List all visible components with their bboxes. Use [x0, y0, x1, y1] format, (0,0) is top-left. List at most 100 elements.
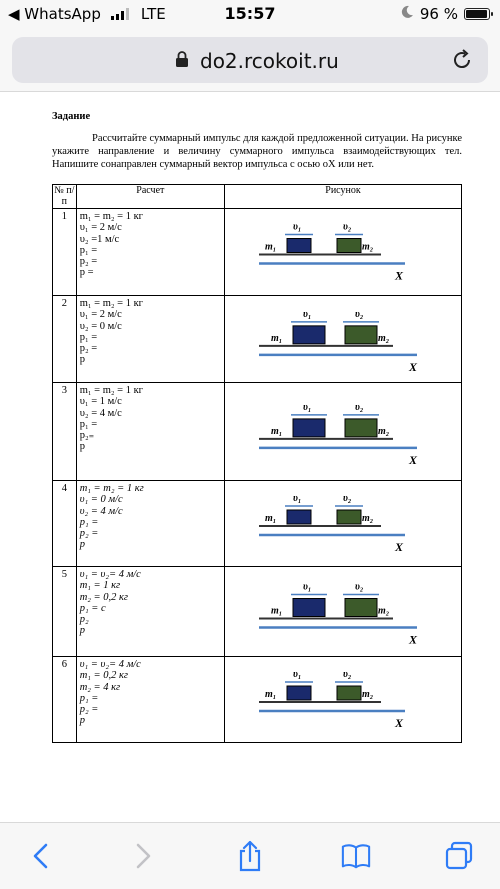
back-to-app-link[interactable]: ◀ WhatsApp: [8, 5, 101, 23]
x-axis-label: X: [408, 633, 418, 647]
forward-button[interactable]: [128, 841, 158, 871]
table-row: 1 m₁ = m₂ = 1 кг υ₁ = 2 м/с υ₂ =1 м/с p₁ = p₂…: [52, 208, 463, 296]
mass1-label: m₁: [271, 333, 282, 344]
mass2-label: m₂: [378, 426, 389, 437]
calc-line: p₂ =: [79, 528, 99, 540]
calc-line: m₁ = m₂ = 1 кг: [79, 385, 143, 396]
calc-line: υ₁ = υ₂= 4 м/с: [79, 659, 141, 670]
calc-line: υ₂ = 4 м/с: [79, 407, 122, 419]
velocity2-label: υ₂: [343, 493, 351, 504]
lock-icon: [175, 51, 189, 73]
block-m1: [292, 325, 326, 345]
x-axis-label: X: [408, 360, 418, 374]
calc-line: m₂ = 0,2 кг: [79, 591, 129, 603]
calc-line: p₁ =: [79, 516, 99, 528]
tabs-button[interactable]: [444, 841, 474, 871]
battery-percent: 96 %: [419, 5, 458, 23]
mass2-label: m₂: [362, 689, 373, 700]
x-axis-label: X: [408, 453, 418, 467]
share-button[interactable]: [235, 840, 265, 872]
block-m1: [286, 509, 312, 525]
calc-line: p₂ =: [79, 256, 98, 268]
calc-line: m₁ = m₂ = 1 кг: [79, 211, 143, 222]
clock: 15:57: [224, 4, 276, 23]
row-number: 1: [52, 208, 77, 296]
calc-line: m₁ = 0,2 кг: [79, 670, 129, 682]
task-table: № п/п Расчет Рисунок 1 m₁ = m₂ = 1 кг υ₁ =…: [52, 184, 463, 743]
status-bar: ◀ WhatsApp LTE 15:57 96 %: [0, 0, 500, 30]
calc-line: υ₁ = 0 м/с: [79, 494, 123, 506]
calc-line: p₂ =: [79, 704, 99, 716]
row-number: 4: [52, 480, 77, 567]
block-m2: [344, 418, 378, 438]
calc-line: υ₁ = 2 м/с: [79, 222, 122, 234]
book-icon: [341, 844, 371, 869]
calc-line: p: [79, 715, 85, 727]
calc-cell: m₁ = m₂ = 1 кг υ₁ = 2 м/с υ₂ =1 м/с p₁ = p₂ …: [75, 208, 225, 296]
mass1-label: m₁: [265, 689, 276, 700]
block-m2: [336, 685, 362, 701]
collision-figure: Xm₁ m₂ υ₁ υ₂: [258, 402, 418, 467]
calc-cell: m₁ = m₂ = 1 кг υ₁ = 2 м/с υ₂ = 0 м/с p₁ = p₂…: [75, 295, 225, 383]
calc-line: υ₁ = 2 м/с: [79, 309, 122, 321]
mass1-label: m₁: [271, 606, 282, 617]
back-button[interactable]: [26, 841, 56, 871]
address-bar[interactable]: do2.rcokoit.ru: [12, 37, 488, 83]
calc-line: υ₁ = 1 м/с: [79, 396, 122, 408]
chevron-right-icon: [136, 843, 151, 869]
velocity1-label: υ₁: [303, 309, 311, 320]
velocity1-label: υ₁: [293, 493, 301, 504]
calc-line: p₁ =: [79, 418, 98, 430]
bookmarks-button[interactable]: [341, 841, 371, 871]
mass1-label: m₁: [271, 426, 282, 437]
mass1-label: m₁: [265, 242, 276, 253]
block-m2: [344, 325, 378, 345]
calc-line: p: [79, 354, 85, 366]
velocity1-label: υ₁: [303, 402, 311, 413]
collision-figure: Xm₁ m₂ υ₁ υ₂: [258, 309, 418, 374]
calc-cell: m₁ = m₂ = 1 кг υ₁ = 1 м/с υ₂ = 4 м/с p₁ = p₂…: [75, 382, 225, 481]
table-row: 5 υ₁ = υ₂= 4 м/с m₁ = 1 кг m₂ = 0,2 кг p₁ = …: [52, 566, 463, 657]
x-axis-label: X: [394, 269, 404, 283]
block-m2: [336, 238, 362, 253]
calc-line: p: [79, 625, 85, 637]
collision-figure: Xm₁ m₂ υ₁ υ₂: [258, 582, 418, 647]
table-row: 2 m₁ = m₂ = 1 кг υ₁ = 2 м/с υ₂ = 0 м/с p₁ = p…: [52, 295, 463, 383]
calc-line: p: [79, 539, 85, 551]
tabs-icon: [445, 841, 473, 870]
velocity2-label: υ₂: [355, 309, 363, 320]
block-m2: [344, 598, 378, 617]
block-m1: [292, 598, 326, 617]
moon-icon: [400, 5, 414, 23]
velocity1-label: υ₁: [303, 582, 311, 593]
table-row: 3 m₁ = m₂ = 1 кг υ₁ = 1 м/с υ₂ = 4 м/с p₁ = p…: [52, 382, 463, 481]
table-row: 6 υ₁ = υ₂= 4 м/с m₁ = 0,2 кг m₂ = 4 кг p₁ = p…: [52, 656, 463, 743]
calc-line: p₁ =: [79, 244, 98, 256]
table-row: 4 m₁ = m₂ = 1 кг υ₁ = 0 м/с υ₂ = 4 м/с p₁ = p…: [52, 480, 463, 567]
velocity2-label: υ₂: [343, 669, 351, 680]
velocity2-label: υ₂: [355, 582, 363, 593]
reload-icon[interactable]: [450, 48, 474, 77]
document-page: Задание Рассчитайте суммарный импульс дл…: [0, 92, 500, 822]
calc-line: m₁ = m₂ = 1 кг: [79, 483, 144, 494]
block-m2: [336, 509, 362, 525]
calc-line: m₁ = 1 кг: [79, 580, 121, 592]
mass2-label: m₂: [378, 333, 389, 344]
calc-line: p₂₌: [79, 430, 95, 442]
velocity2-label: υ₂: [355, 402, 363, 413]
calc-line: p₂: [79, 614, 89, 626]
mass1-label: m₁: [265, 513, 276, 524]
calc-line: p₁ = c: [79, 602, 106, 614]
browser-address-area: do2.rcokoit.ru: [0, 30, 500, 92]
row-number: 5: [52, 566, 77, 657]
calc-line: υ₂ = 4 м/с: [79, 505, 123, 517]
row-number: 3: [52, 382, 77, 481]
chevron-left-icon: [33, 843, 48, 869]
row-number: 6: [52, 656, 77, 743]
header-figure: Рисунок: [223, 184, 463, 209]
battery-icon: [464, 8, 493, 20]
mass2-label: m₂: [362, 513, 373, 524]
velocity1-label: υ₁: [293, 669, 301, 680]
